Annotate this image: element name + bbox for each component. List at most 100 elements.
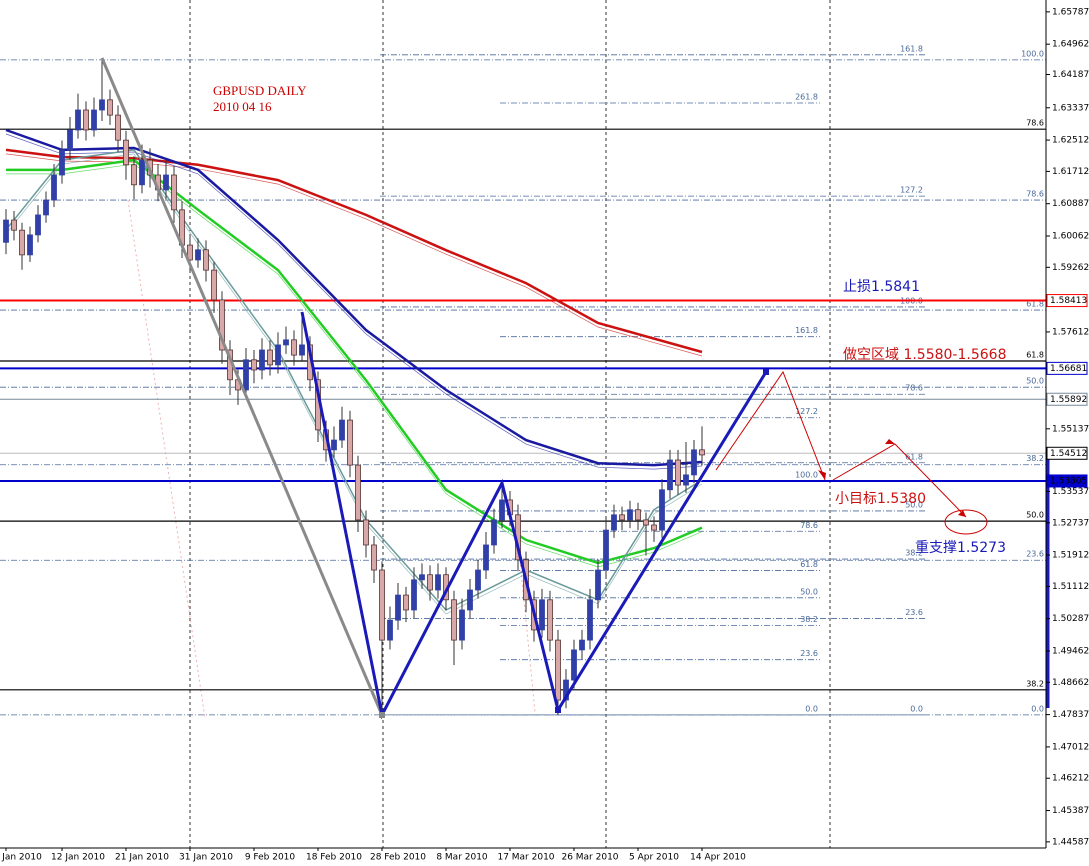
- y-tick-label: 1.59262: [1052, 263, 1089, 273]
- candle-body: [59, 149, 65, 176]
- candle-body: [427, 574, 433, 591]
- x-tick-label: 8 Mar 2010: [436, 853, 488, 863]
- candle-body: [603, 529, 609, 571]
- candle-body: [659, 489, 665, 531]
- y-tick-label: 1.57612: [1052, 327, 1089, 337]
- candle-body: [595, 569, 601, 601]
- candles-layer: [3, 59, 705, 715]
- annotation: 小目标1.5380: [835, 491, 926, 507]
- fib-label: 50.0: [905, 500, 923, 509]
- y-tick-label: 1.61712: [1052, 167, 1089, 177]
- y-tick-label: 1.60062: [1052, 231, 1089, 241]
- candle-body: [587, 599, 593, 641]
- candle-body: [467, 589, 473, 611]
- drawings: [100, 57, 1050, 720]
- x-tick-label: 18 Feb 2010: [306, 853, 362, 863]
- candle-body: [627, 509, 633, 521]
- x-tick-label: Jan 2010: [1, 853, 42, 863]
- candle-body: [435, 574, 441, 591]
- y-tick-label: 1.44587: [1052, 837, 1089, 847]
- fib-label: 23.6: [800, 649, 818, 658]
- fib-label: 161.8: [795, 326, 818, 335]
- moving-average-shadow: [5, 153, 703, 357]
- zigzag: [300, 311, 768, 720]
- zigzag-node: [379, 712, 385, 718]
- price-tag-label: 1.56681: [1050, 364, 1087, 374]
- candle-body: [403, 594, 409, 611]
- fib-label: 0.0: [1031, 704, 1044, 713]
- candle-body: [651, 524, 657, 531]
- candle-body: [395, 594, 401, 621]
- x-tick-label: 21 Jan 2010: [115, 853, 169, 863]
- candle-body: [611, 514, 617, 531]
- y-tick-label: 1.53537: [1052, 487, 1089, 497]
- price-tag: [1046, 361, 1088, 375]
- candle-body: [187, 244, 193, 261]
- candle-body: [211, 269, 217, 301]
- fib-label: 100.0: [795, 471, 818, 480]
- fib-label: 0.0: [805, 704, 818, 713]
- candle-body: [67, 129, 73, 151]
- candle-body: [27, 234, 33, 256]
- candle-body: [579, 639, 585, 651]
- zigzag-end: [763, 369, 769, 375]
- fib-label: 61.8: [905, 452, 923, 461]
- levels-layer: 78.6 61.8 50.0 38.2 100.0 78.6 61.8 50.0 38.2 23.…: [0, 44, 1046, 716]
- y-tick-label: 1.65787: [1052, 7, 1089, 17]
- projection-arrow: [715, 370, 826, 481]
- candle-body: [75, 109, 81, 131]
- y-tick-label: 1.64187: [1052, 70, 1089, 80]
- y-tick-label: 1.45387: [1052, 806, 1089, 816]
- price-tag-label: 1.58413: [1050, 296, 1087, 306]
- candle-body: [379, 569, 385, 641]
- candle-body: [99, 99, 105, 111]
- candle-body: [699, 449, 705, 456]
- candle-body: [291, 339, 297, 356]
- candle-body: [43, 199, 49, 216]
- chart-subtitle: 2010 04 16: [213, 99, 272, 114]
- candle-body: [123, 139, 129, 166]
- fib-label: 38.2: [1026, 454, 1044, 463]
- candle-body: [459, 609, 465, 641]
- moving-average-shadow: [6, 163, 703, 568]
- ma-layer: [5, 128, 703, 615]
- candle-body: [139, 159, 145, 186]
- candle-body: [195, 249, 201, 261]
- candle-body: [619, 514, 625, 521]
- x-tick-label: 31 Jan 2010: [179, 853, 233, 863]
- trend-hint: [127, 199, 206, 719]
- candle-body: [339, 419, 345, 441]
- candle-body: [3, 219, 9, 243]
- candle-body: [491, 519, 497, 546]
- price-tag-label: 1.55892: [1050, 395, 1087, 405]
- x-tick-label: 12 Jan 2010: [51, 853, 105, 863]
- price-tag: [1046, 392, 1088, 406]
- arrow-head: [818, 470, 826, 480]
- y-tick-label: 1.62512: [1052, 136, 1089, 146]
- y-tick-label: 1.48662: [1052, 678, 1089, 688]
- x-tick-label: 28 Feb 2010: [370, 853, 426, 863]
- candle-body: [539, 599, 545, 631]
- y-tick-label: 1.47012: [1052, 742, 1089, 752]
- candle-body: [667, 459, 673, 491]
- candle-body: [91, 109, 97, 131]
- fib-label: 38.2: [905, 549, 923, 558]
- y-tick-label: 1.50287: [1052, 614, 1089, 624]
- candle-body: [115, 114, 121, 141]
- candle-body: [203, 249, 209, 271]
- x-tick-label: 9 Feb 2010: [245, 853, 296, 863]
- fib-label: 38.2: [800, 615, 818, 624]
- fib-label: 61.8: [1026, 350, 1044, 359]
- candle-body: [163, 174, 169, 191]
- candle-body: [331, 439, 337, 451]
- y-tick-label: 1.63337: [1052, 103, 1089, 113]
- candle-body: [419, 574, 425, 581]
- chart-title: GBPUSD DAILY: [213, 83, 307, 98]
- fib-label: 50.0: [1026, 377, 1044, 386]
- fib-label: 127.2: [795, 407, 818, 416]
- candle-body: [643, 519, 649, 526]
- candle-body: [571, 649, 577, 681]
- candle-body: [683, 474, 689, 486]
